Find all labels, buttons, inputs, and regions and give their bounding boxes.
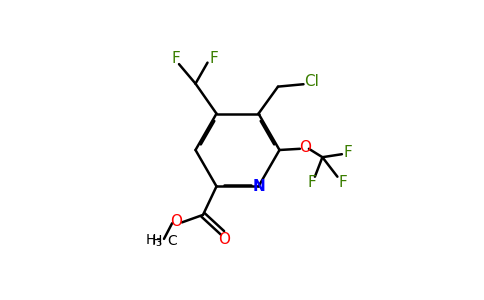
- Text: O: O: [218, 232, 230, 247]
- Text: F: F: [307, 175, 316, 190]
- Text: O: O: [170, 214, 182, 229]
- Text: F: F: [344, 145, 352, 160]
- Text: Cl: Cl: [304, 74, 319, 89]
- Text: N: N: [252, 179, 265, 194]
- Text: H$_3$: H$_3$: [145, 233, 163, 250]
- Text: O: O: [299, 140, 311, 155]
- Text: C: C: [167, 234, 177, 248]
- Text: F: F: [338, 175, 347, 190]
- Text: F: F: [171, 51, 180, 66]
- Text: H: H: [152, 234, 163, 248]
- Text: F: F: [210, 51, 218, 66]
